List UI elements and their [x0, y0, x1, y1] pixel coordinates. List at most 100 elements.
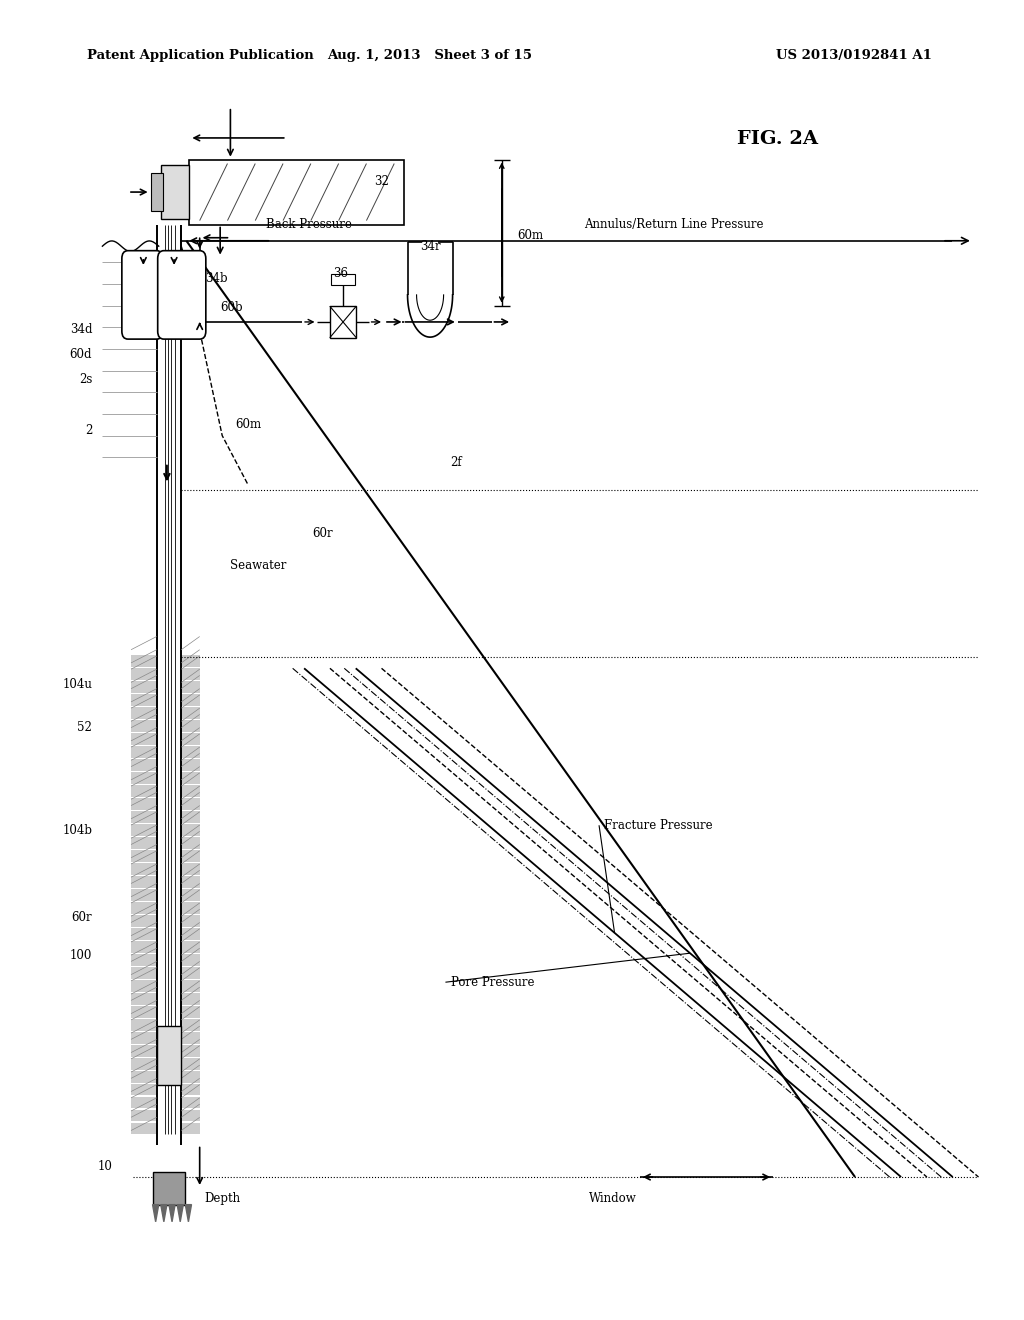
Polygon shape: [161, 1205, 167, 1222]
Bar: [131, 824, 157, 836]
Text: 32: 32: [374, 174, 389, 187]
Bar: [131, 928, 157, 940]
Polygon shape: [169, 1205, 175, 1222]
Bar: [131, 1057, 157, 1069]
Bar: [131, 1032, 157, 1044]
Text: 34d: 34d: [70, 323, 92, 337]
Bar: [181, 915, 200, 927]
Bar: [131, 863, 157, 875]
Bar: [181, 1006, 200, 1018]
Bar: [161, 165, 189, 219]
Bar: [181, 708, 200, 719]
Bar: [131, 1110, 157, 1122]
Bar: [189, 160, 404, 224]
Bar: [181, 941, 200, 953]
Polygon shape: [177, 1205, 183, 1222]
FancyBboxPatch shape: [158, 251, 206, 339]
Text: Depth: Depth: [205, 1192, 241, 1205]
Bar: [131, 797, 157, 809]
Bar: [131, 850, 157, 862]
Bar: [181, 1057, 200, 1069]
Text: Seawater: Seawater: [230, 558, 287, 572]
Bar: [131, 733, 157, 744]
Bar: [181, 1122, 200, 1134]
Bar: [131, 902, 157, 913]
Bar: [131, 1071, 157, 1082]
FancyBboxPatch shape: [122, 251, 163, 339]
Text: Pore Pressure: Pore Pressure: [451, 975, 535, 989]
Bar: [131, 810, 157, 822]
Bar: [131, 875, 157, 887]
Bar: [131, 746, 157, 758]
Text: 2: 2: [85, 424, 92, 437]
Text: 60m: 60m: [517, 228, 544, 242]
Text: FIG. 2A: FIG. 2A: [737, 129, 818, 148]
Text: 104u: 104u: [62, 678, 92, 692]
Text: US 2013/0192841 A1: US 2013/0192841 A1: [776, 49, 932, 62]
Bar: [181, 1071, 200, 1082]
Bar: [181, 1032, 200, 1044]
Bar: [131, 915, 157, 927]
Bar: [181, 759, 200, 771]
Bar: [181, 719, 200, 731]
Bar: [131, 668, 157, 680]
Bar: [131, 993, 157, 1005]
Bar: [181, 875, 200, 887]
Bar: [131, 681, 157, 693]
Text: Patent Application Publication: Patent Application Publication: [87, 49, 313, 62]
Text: 34r: 34r: [420, 240, 440, 252]
Bar: [181, 850, 200, 862]
Bar: [181, 785, 200, 797]
Text: 52: 52: [77, 721, 92, 734]
Bar: [181, 993, 200, 1005]
Bar: [181, 954, 200, 966]
Bar: [131, 954, 157, 966]
Polygon shape: [153, 1205, 159, 1222]
Bar: [181, 694, 200, 706]
Bar: [131, 772, 157, 784]
Bar: [181, 824, 200, 836]
Bar: [181, 1110, 200, 1122]
Bar: [181, 797, 200, 809]
Text: Fracture Pressure: Fracture Pressure: [604, 818, 713, 832]
Bar: [181, 1044, 200, 1056]
Text: 60d: 60d: [70, 348, 92, 360]
Text: 60r: 60r: [72, 911, 92, 924]
Bar: [330, 306, 356, 338]
Polygon shape: [185, 1205, 191, 1222]
Bar: [131, 785, 157, 797]
Text: Aug. 1, 2013   Sheet 3 of 15: Aug. 1, 2013 Sheet 3 of 15: [328, 49, 532, 62]
Bar: [131, 719, 157, 731]
Bar: [153, 1172, 185, 1205]
Bar: [181, 888, 200, 900]
Bar: [181, 746, 200, 758]
Bar: [181, 928, 200, 940]
Bar: [131, 837, 157, 849]
Bar: [131, 1044, 157, 1056]
Bar: [181, 733, 200, 744]
Bar: [131, 708, 157, 719]
Bar: [131, 1084, 157, 1096]
Bar: [181, 863, 200, 875]
Bar: [131, 1097, 157, 1109]
Bar: [157, 1026, 181, 1085]
Bar: [131, 941, 157, 953]
Bar: [131, 694, 157, 706]
Text: 10: 10: [97, 1160, 113, 1172]
Bar: [131, 979, 157, 991]
Text: Annulus/Return Line Pressure: Annulus/Return Line Pressure: [584, 218, 763, 231]
Text: 2f: 2f: [451, 457, 462, 469]
Text: 34b: 34b: [205, 272, 227, 285]
Bar: [181, 837, 200, 849]
Text: 60m: 60m: [236, 418, 262, 432]
Bar: [181, 1084, 200, 1096]
Bar: [181, 1019, 200, 1031]
Text: 2s: 2s: [79, 372, 92, 385]
Text: 36: 36: [333, 267, 348, 280]
Bar: [331, 275, 355, 285]
Bar: [181, 772, 200, 784]
Text: Back Pressure: Back Pressure: [266, 218, 352, 231]
Bar: [131, 1019, 157, 1031]
Bar: [131, 1006, 157, 1018]
Text: 60r: 60r: [312, 527, 333, 540]
